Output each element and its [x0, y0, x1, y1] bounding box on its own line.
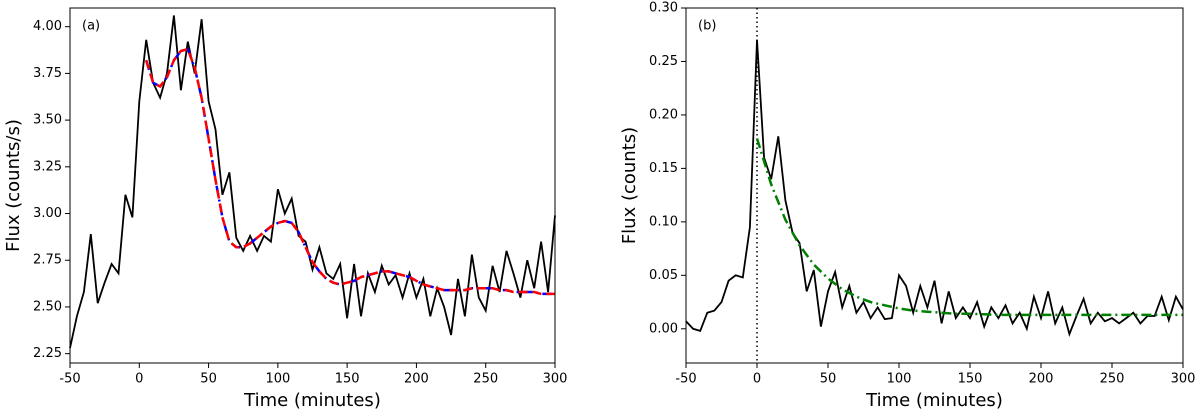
plot-frame	[685, 7, 1184, 364]
x-tick-label: 300	[1171, 372, 1196, 387]
y-tick-label: 2.75	[33, 253, 62, 268]
y-tick-label: 0.10	[649, 214, 678, 229]
x-tick-label: 250	[1100, 372, 1125, 387]
panel-label: (b)	[698, 19, 716, 34]
y-tick-label: 3.50	[33, 113, 62, 128]
y-tick-label: 0.05	[649, 268, 678, 283]
series-line	[69, 15, 556, 349]
x-tick-label: 0	[135, 372, 143, 387]
x-tick-label: 300	[543, 372, 568, 387]
x-tick-label: 200	[404, 372, 429, 387]
y-tick-label: 0.30	[649, 1, 678, 16]
y-tick-label: 0.15	[649, 161, 678, 176]
x-tick-label: -50	[675, 372, 696, 387]
x-tick-label: 0	[753, 372, 761, 387]
y-tick-label: 3.25	[33, 159, 62, 174]
y-axis-label: Flux (counts)	[619, 127, 640, 244]
y-axis-label: Flux (counts/s)	[3, 119, 24, 252]
y-tick-label: 3.75	[33, 66, 62, 81]
x-axis-label: Time (minutes)	[865, 390, 1003, 411]
y-tick-label: 4.00	[33, 19, 62, 34]
y-tick-label: 2.25	[33, 346, 62, 361]
x-tick-label: 150	[335, 372, 360, 387]
series-line	[145, 47, 555, 296]
series-line	[755, 138, 1183, 317]
x-tick-label: 50	[200, 372, 217, 387]
panel-label: (a)	[82, 19, 100, 34]
series-line	[685, 40, 1184, 337]
y-tick-label: 3.00	[33, 206, 62, 221]
y-tick-label: 0.25	[649, 54, 678, 69]
y-tick-label: 0.20	[649, 107, 678, 122]
x-tick-label: 150	[958, 372, 983, 387]
y-tick-label: 2.50	[33, 299, 62, 314]
x-axis-label: Time (minutes)	[243, 390, 381, 411]
x-tick-label: -50	[59, 372, 80, 387]
x-tick-label: 100	[887, 372, 912, 387]
x-tick-label: 200	[1029, 372, 1054, 387]
x-tick-label: 250	[473, 372, 498, 387]
y-tick-label: 0.00	[649, 321, 678, 336]
x-tick-label: 50	[820, 372, 837, 387]
x-tick-label: 100	[265, 372, 290, 387]
plot-frame	[69, 7, 556, 364]
